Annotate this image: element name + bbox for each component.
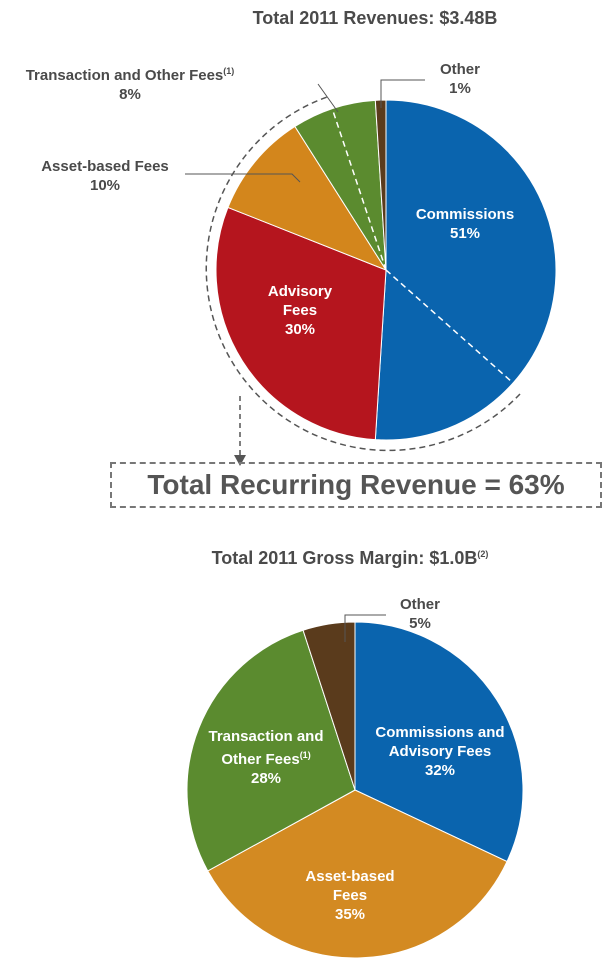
label-superscript: (1) <box>299 750 311 760</box>
value-label: 1% <box>449 80 471 97</box>
leader-line <box>317 83 339 113</box>
category-label: Advisory Fees <box>267 283 333 319</box>
chart-title: Total 2011 Gross Margin: $1.0B(2) <box>212 548 489 569</box>
slice-label: Other 1% <box>430 60 490 98</box>
slice-label: Asset-based Fees 10% <box>10 157 200 195</box>
pie-slice <box>302 621 356 791</box>
slice-label: Commissions and Advisory Fees 32% <box>365 723 515 780</box>
chart-title: Total 2011 Revenues: $3.48B <box>253 8 498 29</box>
pie-slice <box>227 125 388 272</box>
arrow-head <box>234 455 246 466</box>
category-label: Other <box>439 61 480 78</box>
pie-slice <box>354 621 524 863</box>
title-text: Total 2011 Revenues: $3.48B <box>252 8 498 28</box>
value-label: 8% <box>119 86 141 103</box>
label-superscript: (1) <box>223 66 235 76</box>
slice-label: Commissions 51% <box>390 205 540 243</box>
slice-label: Asset-based Fees 35% <box>295 867 405 924</box>
pie-slice <box>215 206 387 441</box>
leader-line <box>185 173 301 183</box>
recurring-banner: Total Recurring Revenue = 63% <box>110 462 602 508</box>
slice-label: Transaction and Other Fees(1) 28% <box>206 727 326 788</box>
pie-slice <box>207 789 508 959</box>
value-label: 51% <box>449 225 481 242</box>
leader-line <box>380 79 425 108</box>
leader-line <box>344 614 386 642</box>
value-label: 32% <box>424 762 456 779</box>
category-label: Transaction and Other Fees <box>208 728 324 768</box>
title-text: Total 2011 Gross Margin: $1.0B <box>211 548 478 568</box>
slice-label: Advisory Fees 30% <box>250 282 350 339</box>
recurring-outline <box>205 95 521 452</box>
recurring-divider <box>331 107 387 271</box>
pie-slice <box>186 629 356 872</box>
category-label: Other <box>399 596 440 613</box>
value-label: 28% <box>250 770 282 787</box>
value-label: 5% <box>409 615 431 632</box>
title-superscript: (2) <box>477 549 489 559</box>
value-label: 35% <box>334 906 366 923</box>
slice-label: Transaction and Other Fees(1) 8% <box>0 62 265 104</box>
slice-label: Other 5% <box>390 595 450 633</box>
value-label: 10% <box>89 177 121 194</box>
category-label: Commissions <box>415 206 515 223</box>
recurring-divider <box>385 269 513 383</box>
slices <box>186 99 557 959</box>
category-label: Commissions and Advisory Fees <box>375 724 505 760</box>
value-label: 30% <box>284 321 316 338</box>
category-label: Transaction and Other Fees <box>25 67 224 84</box>
category-label: Asset-based Fees <box>305 868 395 904</box>
pie-slice <box>374 99 557 441</box>
category-label: Asset-based Fees <box>41 158 169 175</box>
